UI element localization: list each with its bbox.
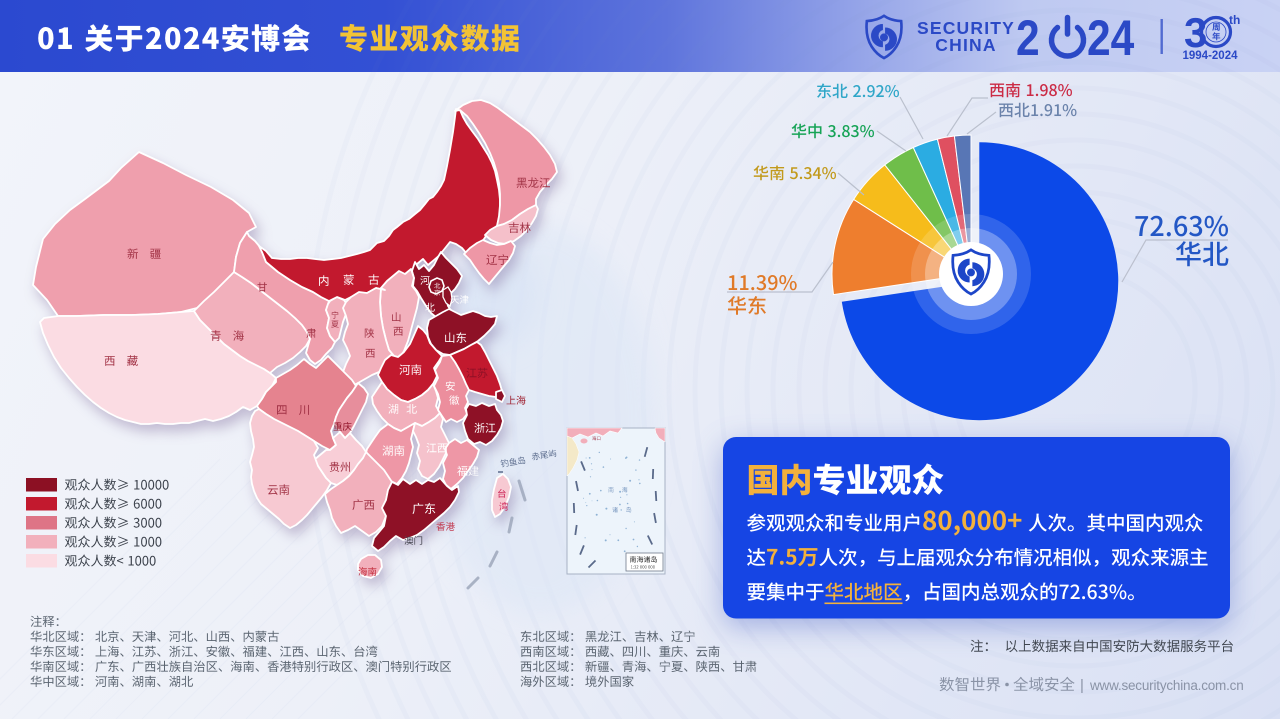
svg-text:1994-2024: 1994-2024 bbox=[1183, 50, 1239, 62]
svg-text:th: th bbox=[1229, 13, 1240, 27]
svg-text:|: | bbox=[1080, 677, 1084, 694]
svg-text:SECURITY: SECURITY bbox=[917, 18, 1015, 38]
svg-text:3: 3 bbox=[1184, 9, 1207, 56]
svg-text:CHINA: CHINA bbox=[935, 35, 996, 55]
svg-text:2: 2 bbox=[1016, 10, 1040, 66]
svg-text:24: 24 bbox=[1087, 10, 1134, 66]
svg-text:www.securitychina.com.cn: www.securitychina.com.cn bbox=[1089, 678, 1244, 693]
